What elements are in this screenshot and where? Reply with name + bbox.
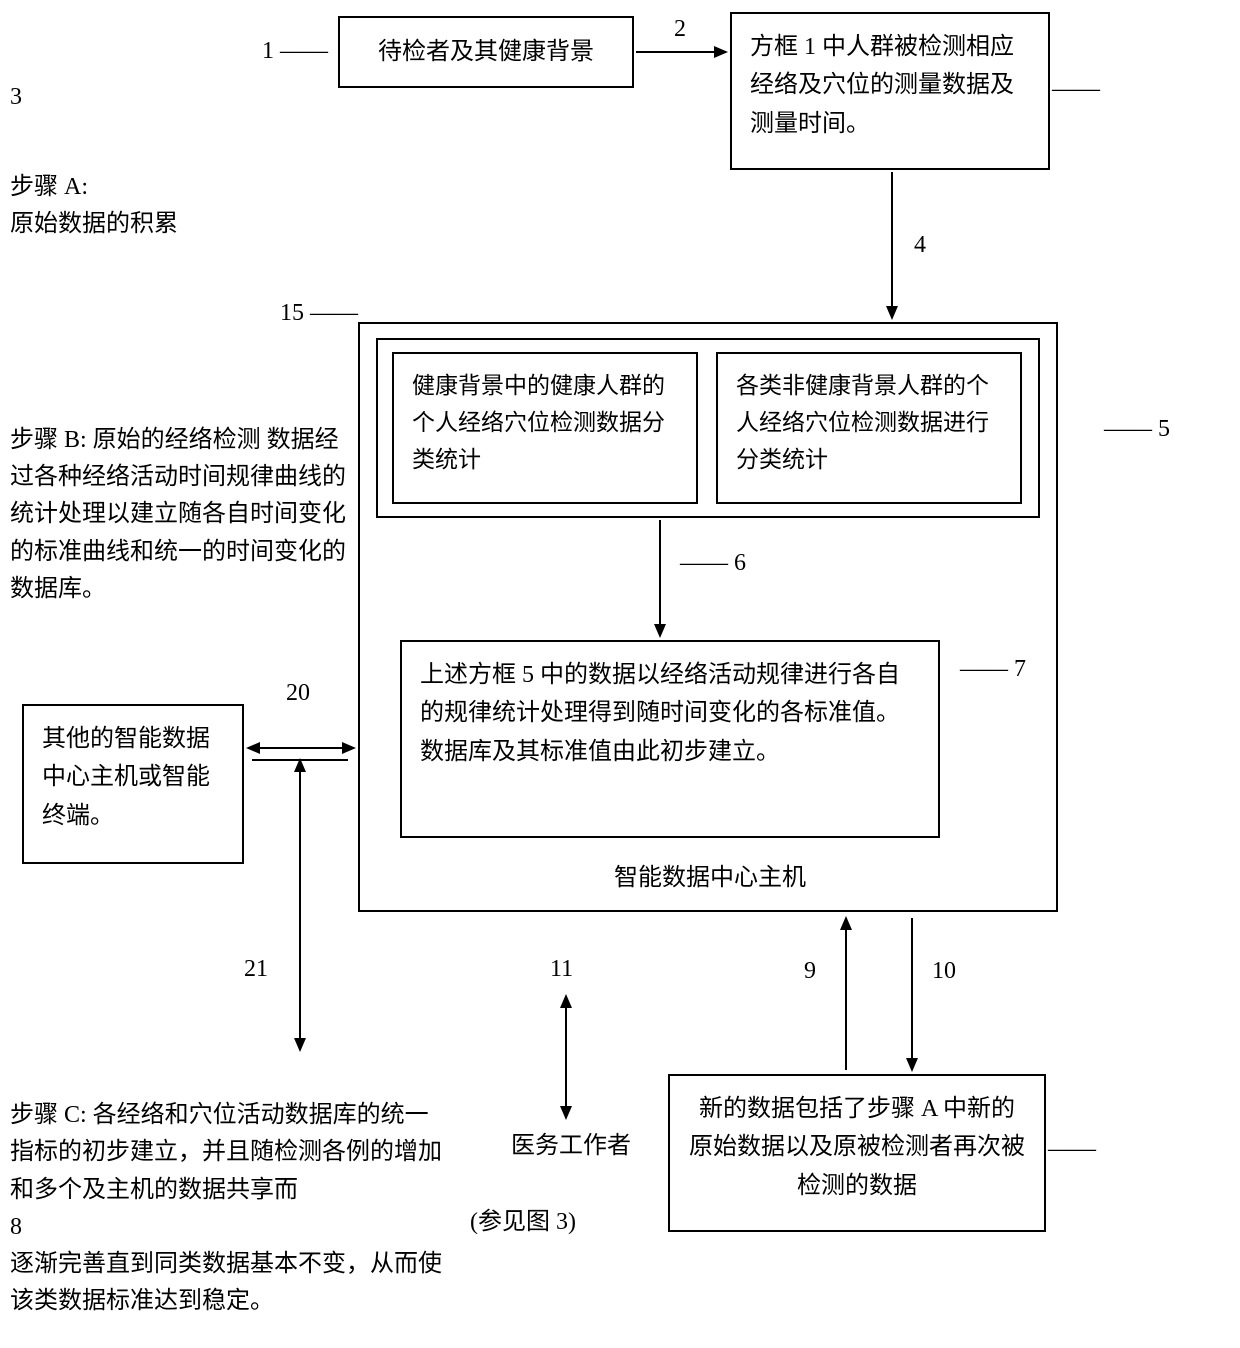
box5b-text: 各类非健康背景人群的个人经络穴位检测数据进行分类统计 [736,373,989,472]
host-label: 智能数据中心主机 [530,860,890,897]
num-15: 15 —— [280,300,358,327]
box1-text: 待检者及其健康背景 [378,33,594,71]
box-healthy: 健康背景中的健康人群的个人经络穴位检测数据分类统计 [392,352,698,504]
num-9: 9 [804,958,816,985]
num-6: —— 6 [680,550,746,577]
num-2: 2 [674,16,686,43]
box-subjects: 待检者及其健康背景 [338,16,634,88]
box5a-text: 健康背景中的健康人群的个人经络穴位检测数据分类统计 [412,373,665,472]
box7-text: 上述方框 5 中的数据以经络活动规律进行各自的规律统计处理得到随时间变化的各标准… [420,662,900,765]
num-3: 3 [10,84,22,111]
num-3-tick: —— [1052,76,1100,103]
num-20: 20 [286,680,310,707]
box-new-data: 新的数据包括了步骤 A 中新的原始数据以及原被检测者再次被检测的数据 [668,1074,1046,1232]
num-21: 21 [244,956,268,983]
medical-worker: 医务工作者 [486,1128,656,1165]
num-5: —— 5 [1104,416,1170,443]
box-standard-values: 上述方框 5 中的数据以经络活动规律进行各自的规律统计处理得到随时间变化的各标准… [400,640,940,838]
box20-text: 其他的智能数据中心主机或智能终端。 [42,726,210,829]
see-fig3-text: (参见图 3) [470,1209,576,1235]
num-8-tick: —— [1048,1136,1096,1163]
num-4: 4 [914,232,926,259]
step-c-text: 步骤 C: 各经络和穴位活动数据库的统一指标的初步建立，并且随检测各例的增加和多… [10,1102,442,1314]
num-7: —— 7 [960,656,1026,683]
step-a: 步骤 A: 原始数据的积累 [10,132,270,244]
num-11: 11 [550,956,573,983]
step-b: 步骤 B: 原始的经络检测 数据经过各种经络活动时间规律曲线的统计处理以建立随各… [10,422,354,608]
medical-worker-text: 医务工作者 [511,1133,631,1159]
box2-text: 方框 1 中人群被检测相应经络及穴位的测量数据及测量时间。 [750,34,1014,137]
num-10: 10 [932,958,956,985]
box-measurement: 方框 1 中人群被检测相应经络及穴位的测量数据及测量时间。 [730,12,1050,170]
box8-text: 新的数据包括了步骤 A 中新的原始数据以及原被检测者再次被检测的数据 [689,1096,1025,1199]
box-other-hosts: 其他的智能数据中心主机或智能终端。 [22,704,244,864]
see-fig3: (参见图 3) [470,1204,576,1241]
step-c: 步骤 C: 各经络和穴位活动数据库的统一指标的初步建立，并且随检测各例的增加和多… [10,1060,448,1320]
host-label-text: 智能数据中心主机 [614,865,806,891]
num-1: 1 —— [262,38,328,65]
box-unhealthy: 各类非健康背景人群的个人经络穴位检测数据进行分类统计 [716,352,1022,504]
step-b-text: 步骤 B: 原始的经络检测 数据经过各种经络活动时间规律曲线的统计处理以建立随各… [10,427,346,602]
step-a-text: 步骤 A: 原始数据的积累 [10,174,178,237]
